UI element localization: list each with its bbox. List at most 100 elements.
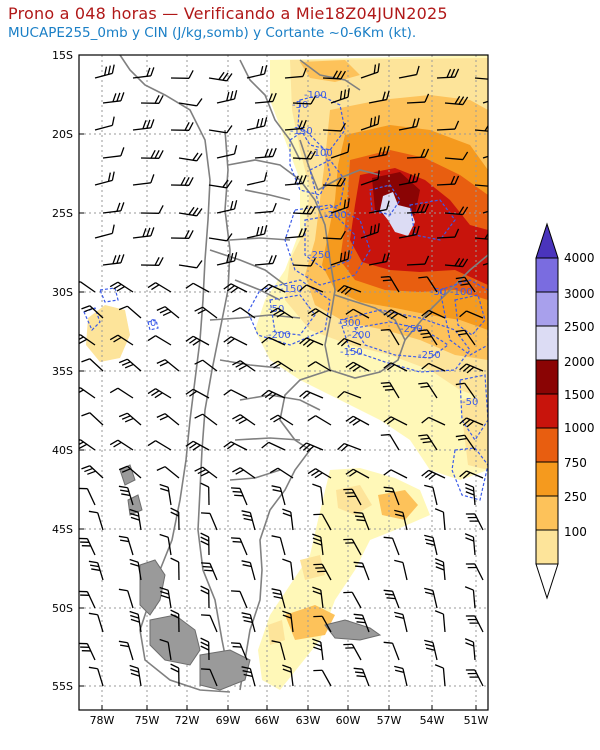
wind-barb: [246, 117, 268, 131]
wind-barb: [200, 482, 210, 506]
lon-label: 60W: [336, 714, 361, 727]
map-frame: [78, 54, 489, 711]
wind-barb: [194, 306, 218, 319]
wind-barb: [109, 387, 134, 399]
wind-barb: [88, 612, 104, 633]
wind-barb: [282, 508, 294, 531]
wind-barb: [312, 638, 324, 661]
wind-barb: [81, 305, 104, 319]
latitude-labels: 15S 20S 25S 30S 35S 40S 45S 50S 55S: [52, 49, 84, 693]
colorbar-label: 1000: [564, 421, 595, 435]
wind-barb: [216, 252, 238, 266]
wind-barb: [330, 88, 350, 104]
wind-barb: [118, 358, 142, 372]
wind-barb: [455, 276, 476, 293]
wind-barb: [156, 466, 180, 479]
wind-barb: [284, 174, 307, 186]
wind-barb: [368, 252, 390, 266]
wind-barb: [292, 205, 316, 215]
colorbar-segment: [535, 427, 559, 463]
cin-label: -200: [348, 330, 371, 341]
wind-barb: [421, 362, 446, 372]
wind-barb: [444, 257, 469, 268]
wind-barb: [170, 122, 194, 131]
wind-barb: [353, 667, 370, 687]
cape-colorbar: 100 250 750 1000 1500 2000 2500 3000 4000: [535, 222, 595, 600]
lon-label: 69W: [216, 714, 241, 727]
wind-barb: [383, 486, 400, 506]
colorbar-label: 2000: [564, 355, 595, 369]
wind-barb: [345, 415, 370, 426]
wind-barb: [79, 387, 96, 399]
wind-barb: [383, 536, 400, 556]
wind-barb: [465, 563, 484, 581]
wind-barbs: [79, 63, 488, 687]
wind-barb: [208, 125, 233, 134]
wind-barb: [170, 663, 180, 687]
wind-barb: [140, 205, 164, 214]
wind-barb: [159, 586, 172, 609]
wind-barb: [230, 590, 248, 609]
wind-barb: [109, 334, 134, 346]
wind-barb: [465, 669, 484, 687]
wind-barb: [406, 148, 430, 159]
wind-barb: [337, 442, 362, 452]
lon-label: 57W: [377, 714, 402, 727]
wind-barb: [132, 119, 155, 131]
wind-barb: [216, 145, 238, 159]
wind-barb: [383, 641, 400, 661]
lat-label: 20S: [52, 128, 73, 141]
wind-barb: [170, 557, 180, 581]
wind-barb: [79, 439, 96, 451]
wind-barb: [343, 538, 362, 556]
cin-label: -150: [290, 126, 313, 137]
wind-barb: [398, 172, 420, 186]
wind-barb: [299, 337, 324, 348]
wind-barb: [118, 588, 134, 609]
wind-barb: [94, 64, 115, 79]
wind-barb: [444, 151, 469, 161]
wind-barb: [241, 666, 256, 687]
wind-barb: [292, 95, 316, 105]
lat-label: 55S: [52, 680, 73, 693]
wind-barb: [88, 560, 104, 581]
lat-label: 30S: [52, 286, 73, 299]
lon-label: 54W: [420, 714, 445, 727]
wind-barb: [102, 147, 125, 159]
wind-barb: [436, 68, 460, 79]
colorbar-segment: [535, 495, 559, 531]
wind-barb: [345, 468, 370, 479]
wind-barb: [241, 510, 256, 531]
wind-barb: [312, 483, 324, 506]
wind-barb: [132, 174, 155, 186]
wind-barb: [398, 117, 420, 131]
wind-barb: [368, 90, 390, 104]
wind-barb: [474, 230, 488, 241]
wind-barb: [455, 329, 476, 346]
wind-barb: [464, 533, 476, 556]
wind-barb: [118, 465, 142, 479]
wind-barb: [194, 466, 218, 479]
wind-barb: [170, 176, 194, 186]
wind-barb: [118, 305, 142, 319]
wind-barb: [216, 200, 238, 214]
wind-barb: [282, 610, 294, 633]
wind-barb: [330, 198, 350, 214]
wind-barb: [406, 93, 430, 104]
wind-barb: [81, 465, 104, 479]
colorbar-label: 1500: [564, 388, 595, 402]
wind-barb: [79, 537, 96, 556]
colorbar-segment: [535, 393, 559, 429]
lat-label: 35S: [52, 365, 73, 378]
wind-barb: [132, 67, 155, 79]
wind-barb: [129, 508, 142, 531]
wind-barb: [246, 225, 268, 239]
wind-barb: [140, 257, 164, 266]
cin-label: -100: [310, 148, 333, 159]
wind-barb: [79, 642, 96, 661]
wind-barb: [81, 412, 104, 426]
cin-label: -200: [268, 330, 291, 341]
wind-barb: [261, 336, 286, 346]
colorbar-segment: [535, 461, 559, 497]
wind-barb: [406, 255, 430, 266]
